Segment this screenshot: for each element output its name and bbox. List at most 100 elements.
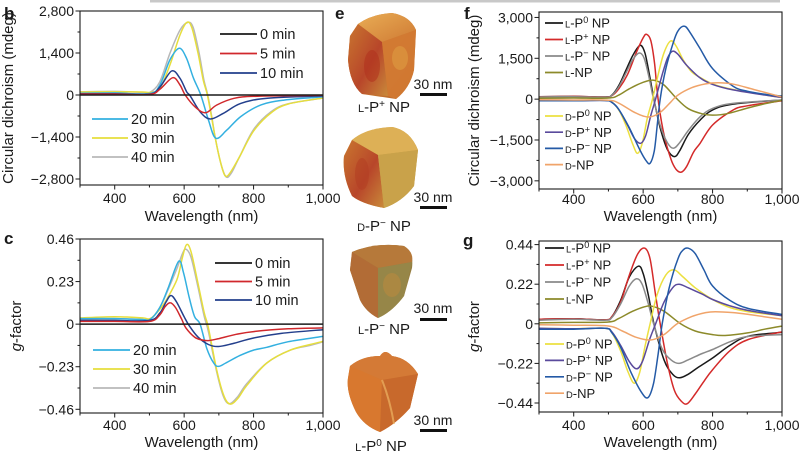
legend-item-l-np: L-NP	[545, 292, 594, 307]
legend-item-10-min: 10 min	[215, 293, 299, 309]
x-tick-label: 1,000	[305, 417, 340, 433]
series-lines	[539, 25, 782, 173]
nanoparticle-face-right	[378, 150, 418, 208]
y-axis-title-italic: g	[466, 343, 483, 352]
legend-label-body: -P	[572, 109, 585, 124]
y-tick-label: 0.44	[506, 237, 533, 253]
series-lines	[80, 21, 323, 179]
legend-item-d-p0-np: D-P0 NP	[545, 108, 612, 124]
legend-label: D-P− NP	[566, 369, 613, 385]
y-axis-title-italic: g	[8, 342, 25, 351]
legend-item-d-p0-np: D-P0 NP	[545, 336, 613, 352]
y-tick-label: 1,500	[498, 50, 533, 66]
scale-bar	[420, 206, 447, 209]
x-axis-title: Wavelength (nm)	[145, 434, 259, 451]
legend-label-body: -P	[570, 49, 583, 64]
legend-item-10-min: 10 min	[220, 66, 304, 82]
nanoparticle-face-right	[380, 374, 418, 432]
legend-label-suffix: NP	[589, 32, 611, 47]
label-suffix: NP	[385, 321, 410, 338]
legend-label-body: -NP	[570, 65, 592, 80]
y-tick-label: −1,500	[490, 132, 533, 148]
legend-item-20-min: 20 min	[92, 112, 175, 128]
nanoparticle-face-right	[382, 30, 416, 99]
legend-label-body: -P	[573, 337, 586, 352]
legend-label-prefix: D	[566, 372, 573, 383]
nanoparticle-face-top	[352, 244, 413, 268]
panel-label-e: e	[335, 4, 344, 23]
x-tick-label: 1,000	[764, 417, 799, 433]
nanoparticle-face-left	[350, 252, 378, 318]
series-lines	[80, 243, 323, 405]
legend-item-20-min: 20 min	[93, 343, 177, 359]
legend-label-body: -NP	[573, 386, 595, 401]
plot-frame	[538, 240, 783, 413]
x-tick-label: 1,000	[764, 191, 799, 207]
legend-label-superscript: −	[586, 369, 591, 379]
legend-label-body: -P	[571, 241, 584, 256]
series-line-l-pminus-np	[539, 52, 782, 150]
nanoparticle-shading	[383, 273, 401, 297]
y-tick-label: −0.22	[498, 355, 534, 371]
legend-label-prefix: D	[565, 128, 572, 139]
legend-label: L-P− NP	[566, 274, 611, 290]
nanoparticle-shading	[364, 50, 380, 82]
legend-label-body: -P	[572, 141, 585, 156]
series-line-10-min	[80, 294, 323, 348]
legend-bottom-left: 20 min 30 min 40 min	[92, 112, 175, 166]
nanoparticle-label: D-P− NP	[357, 218, 411, 235]
x-axis-title: Wavelength (nm)	[604, 208, 718, 225]
legend-top-left: L-P0 NPL-P+ NPL-P− NPL-NP	[545, 240, 611, 307]
label-superscript: 0	[376, 438, 382, 449]
legend-label: L-P+ NP	[566, 257, 611, 273]
label-prefix: L	[358, 103, 364, 115]
legend-label: D-NP	[565, 157, 594, 172]
legend-label: L-P+ NP	[565, 32, 610, 48]
x-tick-label: 800	[701, 417, 725, 433]
series-line-d-np	[539, 82, 782, 118]
y-tick-label: 0	[525, 91, 533, 107]
series-lines	[539, 247, 782, 405]
panel-label-f: f	[464, 4, 470, 23]
legend-label-superscript: −	[584, 274, 589, 284]
label-prefix: L	[358, 325, 364, 337]
legend-label: 5 min	[260, 47, 295, 63]
legend-item-d-np: D-NP	[545, 157, 594, 172]
panel-label-b: b	[4, 4, 14, 23]
legend-bottom-left: D-P0 NPD-P+ NPD-P− NPD-NP	[545, 108, 612, 172]
legend-label: 0 min	[260, 27, 295, 43]
y-tick-label: −0.46	[39, 401, 75, 417]
nanoparticle-l-p-plus: 30 nm L-P+ NP	[348, 13, 452, 116]
plot-frame	[79, 238, 324, 414]
legend-label-superscript: −	[583, 48, 588, 58]
legend-label: L-P0 NP	[565, 15, 610, 31]
legend-bottom-left: D-P0 NPD-P+ NPD-P− NPD-NP	[545, 336, 613, 401]
panel-c-plot: 400 600 800 1,000 −0.46 −0.23 0 0.23 0.46 Wavelen…	[8, 231, 341, 451]
legend-label-body: -P	[571, 258, 584, 273]
legend-label-superscript: 0	[584, 240, 589, 250]
legend-label-superscript: +	[586, 353, 591, 363]
x-tick-label: 600	[631, 191, 655, 207]
nanoparticle-l-p-minus: 30 nm L-P− NP	[350, 244, 452, 338]
y-tick-label: 0.23	[47, 274, 74, 290]
y-axis-title: Circular dichroism (mdeg)	[466, 15, 483, 187]
legend-label-body: -P	[571, 275, 584, 290]
legend-label: L-P− NP	[565, 48, 610, 64]
legend-label-suffix: NP	[589, 49, 611, 64]
legend-label: D-P+ NP	[565, 124, 612, 140]
label-body: -P	[365, 218, 380, 235]
label-superscript: +	[379, 99, 385, 110]
legend-label-prefix: L	[565, 52, 570, 63]
legend-item-0-min: 0 min	[215, 256, 290, 272]
y-axis-title-text: -factor	[8, 301, 25, 344]
legend-item-d-pminus-np: D-P− NP	[545, 369, 613, 385]
legend-label-superscript: +	[585, 124, 590, 134]
x-axis-title: Wavelength (nm)	[604, 434, 718, 451]
label-suffix: NP	[386, 218, 411, 235]
legend-label-prefix: D	[565, 160, 572, 171]
legend-top-right: 0 min 5 min 10 min	[220, 27, 304, 82]
y-axis-title: Circular dichroism (mdeg)	[0, 12, 17, 184]
legend-item-40-min: 40 min	[93, 381, 177, 397]
y-tick-label: 1,400	[39, 45, 74, 61]
